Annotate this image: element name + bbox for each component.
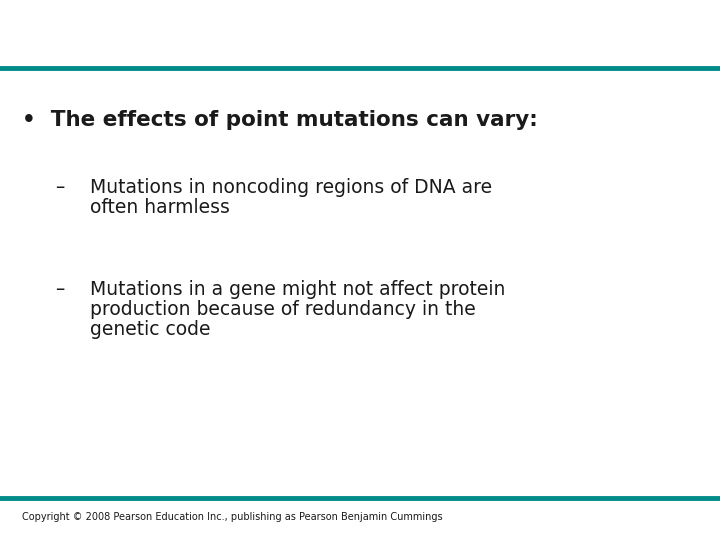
Text: genetic code: genetic code (90, 320, 210, 339)
Text: Copyright © 2008 Pearson Education Inc., publishing as Pearson Benjamin Cummings: Copyright © 2008 Pearson Education Inc.,… (22, 512, 443, 522)
Text: Mutations in a gene might not affect protein: Mutations in a gene might not affect pro… (90, 280, 505, 299)
Text: often harmless: often harmless (90, 198, 230, 217)
Text: –: – (55, 280, 64, 299)
Text: •  The effects of point mutations can vary:: • The effects of point mutations can var… (22, 110, 538, 130)
Text: Mutations in noncoding regions of DNA are: Mutations in noncoding regions of DNA ar… (90, 178, 492, 197)
Text: production because of redundancy in the: production because of redundancy in the (90, 300, 476, 319)
Text: –: – (55, 178, 64, 197)
